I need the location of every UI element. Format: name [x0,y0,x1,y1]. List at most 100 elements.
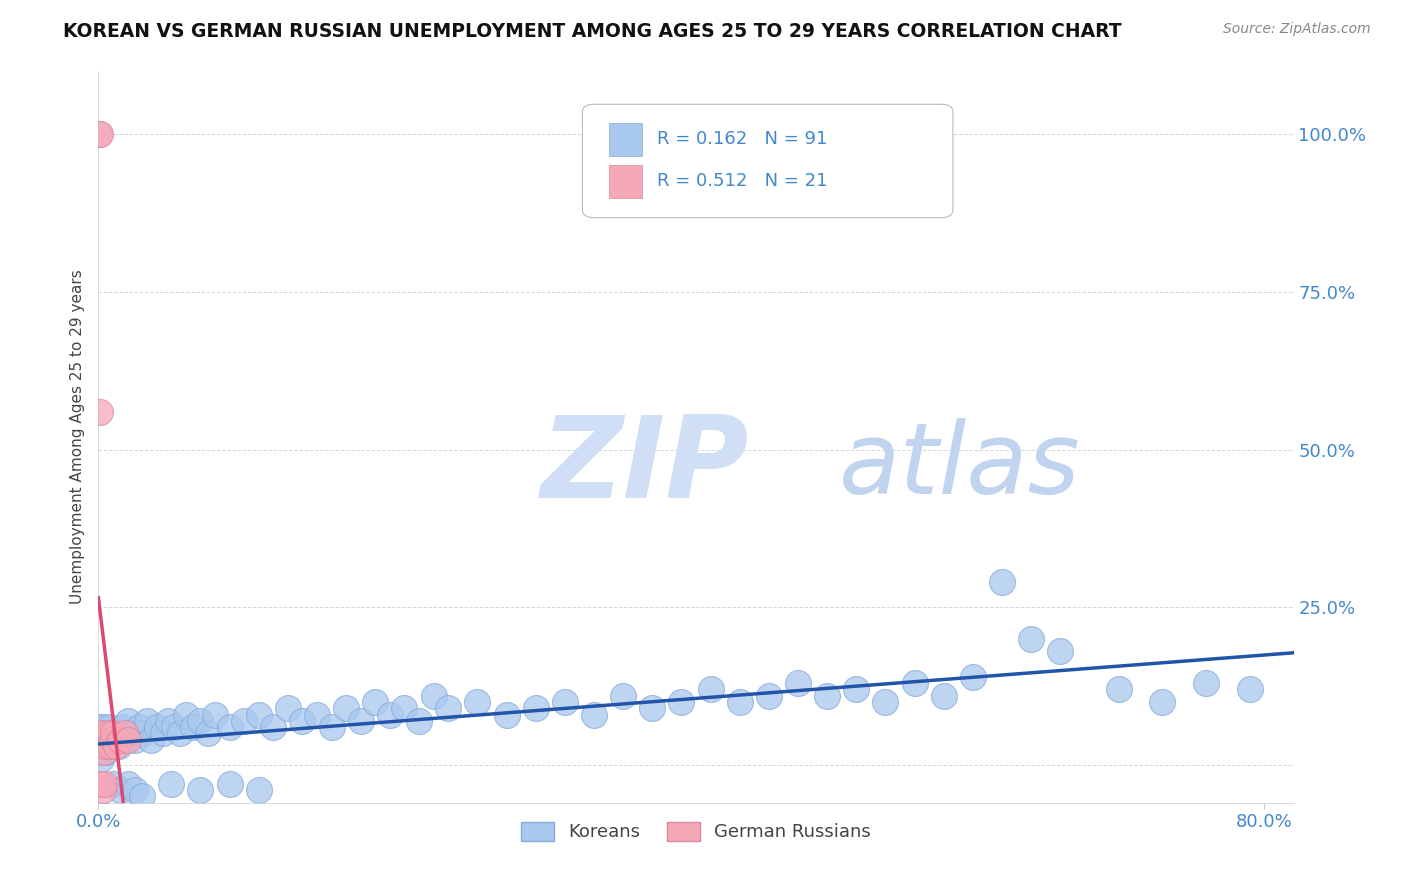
Point [90,726,112,740]
Point [97,726,120,740]
Text: R = 0.512   N = 21: R = 0.512 N = 21 [657,172,827,190]
Point [96,726,118,740]
Point [699,682,721,697]
Point [787,676,810,690]
Point [524,701,547,715]
Point [157,714,180,728]
Point [131,789,153,804]
Point [1108,682,1130,697]
Point [90,777,112,791]
Point [612,689,634,703]
Text: atlas: atlas [839,417,1081,515]
Point [233,714,256,728]
Point [96,739,118,753]
Point [111,720,134,734]
Point [93,745,115,759]
Point [117,714,139,728]
Point [101,726,124,740]
Point [117,732,139,747]
Point [495,707,517,722]
Point [100,726,122,740]
Point [641,701,664,715]
Point [247,783,270,797]
Point [120,726,142,740]
Point [218,777,240,791]
Point [131,726,153,740]
Point [91,732,114,747]
Text: ZIP: ZIP [541,411,749,522]
Point [1019,632,1042,646]
Point [89,745,111,759]
Point [350,714,373,728]
Point [247,707,270,722]
Point [437,701,460,715]
Point [89,128,111,142]
Point [94,739,117,753]
Point [128,720,150,734]
Point [89,720,111,734]
Point [93,777,115,791]
Point [932,689,955,703]
Point [96,732,118,747]
Legend: Koreans, German Russians: Koreans, German Russians [513,814,879,848]
Point [1152,695,1174,709]
FancyBboxPatch shape [609,165,643,197]
Point [90,739,112,753]
Point [90,726,112,740]
Point [139,732,162,747]
Point [100,732,122,747]
Point [110,732,132,747]
Point [394,701,416,715]
Point [97,732,120,747]
Point [93,726,115,740]
Point [91,720,114,734]
Point [204,707,226,722]
Point [90,752,112,766]
Point [91,745,114,759]
Point [101,777,124,791]
Point [91,783,114,797]
Point [89,128,111,142]
Point [1049,644,1071,658]
Point [277,701,299,715]
Point [815,689,838,703]
Point [467,695,489,709]
Point [89,732,111,747]
Point [408,714,430,728]
Point [89,732,111,747]
Point [101,732,124,747]
Point [135,714,157,728]
Point [181,720,204,734]
Point [218,720,240,734]
Point [554,695,576,709]
Point [104,739,127,753]
Point [97,720,120,734]
Point [93,739,115,753]
Point [108,739,131,753]
Point [98,739,121,753]
Point [169,726,191,740]
Point [758,689,780,703]
Point [163,720,186,734]
Point [114,732,136,747]
Point [145,720,167,734]
Point [671,695,693,709]
Point [197,726,219,740]
Point [875,695,897,709]
Point [124,783,146,797]
Point [378,707,401,722]
Point [364,695,387,709]
Point [1239,682,1261,697]
Point [89,405,111,419]
Point [190,783,212,797]
Point [190,714,212,728]
Point [110,783,132,797]
Point [845,682,868,697]
FancyBboxPatch shape [609,123,643,156]
Point [117,777,139,791]
Point [262,720,284,734]
Point [903,676,925,690]
Point [321,720,343,734]
Point [335,701,357,715]
Point [422,689,444,703]
